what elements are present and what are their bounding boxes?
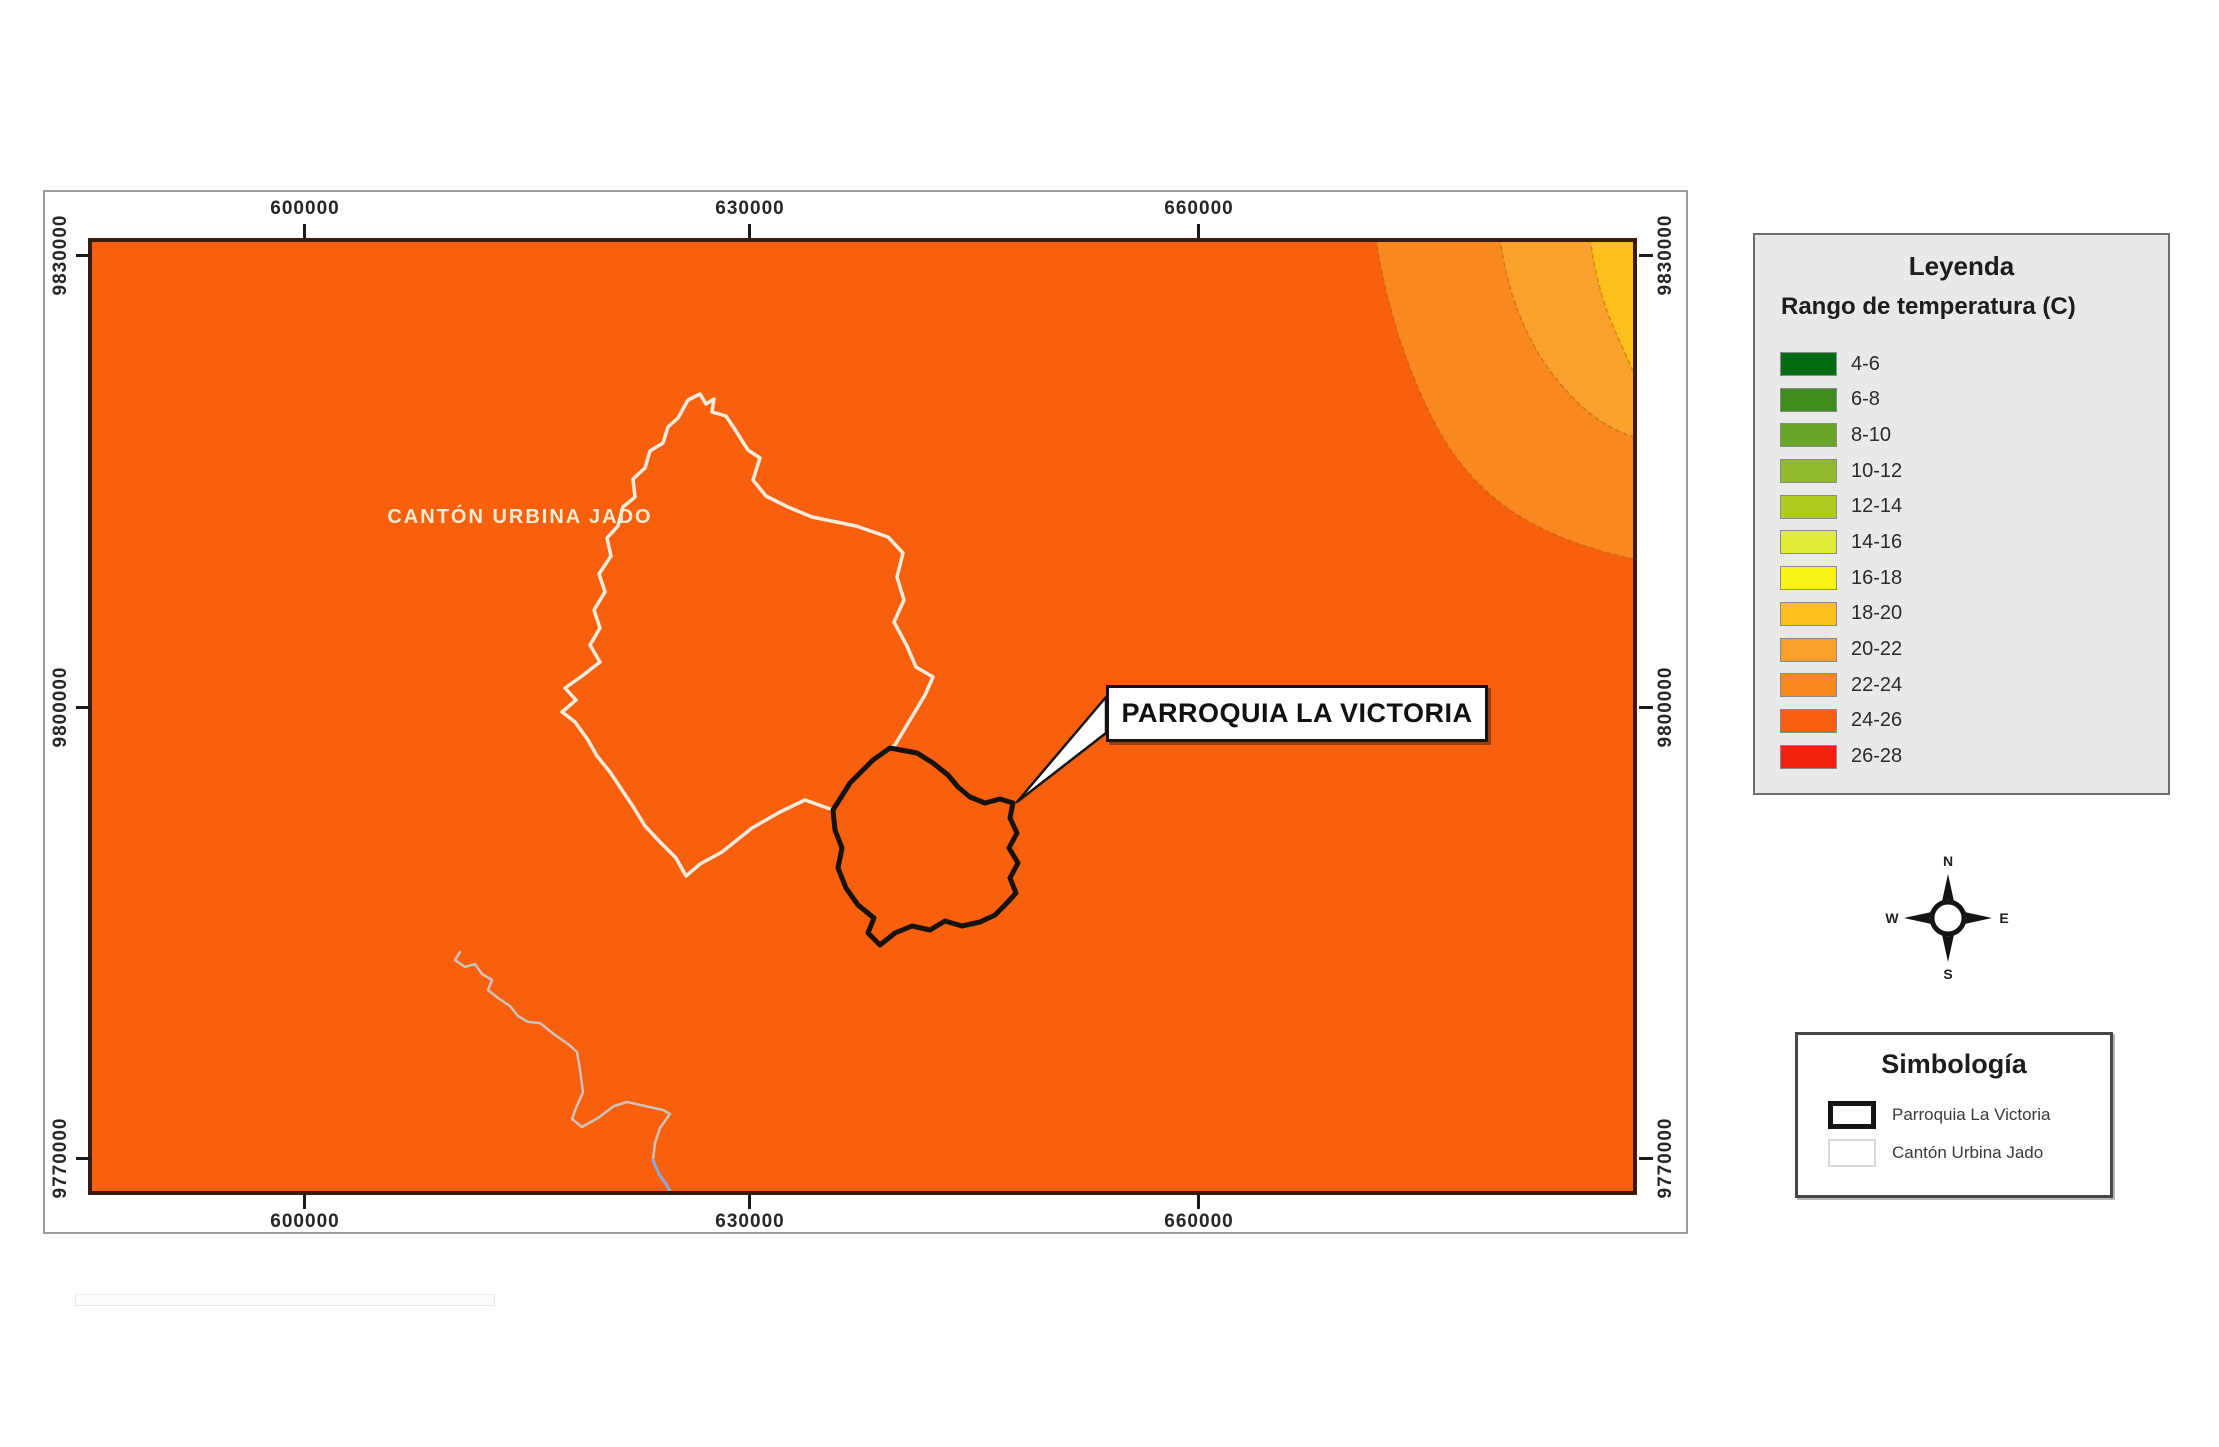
legend-item: 26-28 [1780,744,1903,769]
parroquia-outline-swatch [1828,1101,1876,1129]
compass-west-arm [1904,911,1936,925]
legend-item: 16-18 [1780,566,1903,591]
temperature-band-18-20 [1590,238,1637,380]
legend-swatch-6-8 [1780,387,1837,412]
legend-item: 8-10 [1780,423,1902,448]
y-tick-label-right-9800000: 9800000 [1655,666,1676,748]
river-mouth-line [651,1158,673,1195]
contour-line-20-22 [1499,238,1637,439]
y-tick-right-9770000 [1639,1157,1653,1160]
legend-item: 20-22 [1780,637,1903,662]
legend-range-label: 14-16 [1851,530,1903,553]
y-tick-left-9830000 [76,254,90,257]
x-tick-label-bottom-600000: 600000 [270,1211,340,1232]
symbology-item-parroquia: Parroquia La Victoria [1828,1101,2050,1129]
y-tick-label-left-9800000: 9800000 [50,666,71,748]
map-border [88,238,1637,1195]
symbology-item-label: Parroquia La Victoria [1892,1105,2051,1124]
compass-label-north: N [1943,853,1953,869]
symbology-item-canton: Cantón Urbina Jado [1828,1139,2043,1167]
x-tick-label-top-600000: 600000 [270,198,340,219]
canton-urbina-jado-boundary [560,392,935,878]
compass-south-arm [1941,930,1955,962]
contour-line-18-20 [1589,238,1637,381]
x-tick-top-660000 [1197,224,1200,238]
canton-region-label: CANTÓN URBINA JADO [387,506,653,528]
x-tick-label-bottom-660000: 660000 [1164,1211,1234,1232]
symbology-panel: Simbología Parroquia La Victoria Cantón … [1795,1032,2113,1198]
y-tick-label-right-9770000: 9770000 [1655,1117,1676,1199]
legend-swatch-20-22 [1780,637,1837,662]
legend-range-label: 6-8 [1851,388,1880,411]
y-tick-left-9800000 [76,706,90,709]
contour-line-22-24 [1375,238,1637,561]
legend-items: 4-6 6-8 8-10 10-12 12-14 14-16 16-18 18-… [1780,352,1902,769]
legend-swatch-16-18 [1780,566,1837,591]
x-tick-bottom-660000 [1197,1195,1200,1209]
legend-item: 14-16 [1780,530,1903,555]
legend-item: 24-26 [1780,708,1903,733]
y-tick-label-right-9830000: 9830000 [1655,214,1676,296]
legend-range-label: 12-14 [1851,495,1903,518]
scalebar-remnant [75,1294,495,1306]
legend-range-label: 22-24 [1851,673,1903,696]
compass-label-west: W [1885,910,1899,926]
y-tick-label-left-9770000: 9770000 [50,1117,71,1199]
legend-swatch-10-12 [1780,459,1837,484]
y-tick-label-left-9830000: 9830000 [50,214,71,296]
legend-range-label: 16-18 [1851,566,1903,589]
legend-range-label: 20-22 [1851,638,1903,660]
compass-ring [1929,899,1967,937]
parroquia-callout-label: PARROQUIA LA VICTORIA [1121,698,1473,728]
legend-item: 6-8 [1780,387,1902,412]
y-tick-right-9830000 [1639,254,1653,257]
river-line [453,950,672,1162]
symbology-item-label: Cantón Urbina Jado [1892,1143,2044,1162]
x-tick-top-630000 [748,224,751,238]
parroquia-la-victoria-boundary [830,745,1021,948]
legend-swatch-8-10 [1780,423,1837,448]
legend-range-label: 26-28 [1851,745,1903,768]
legend-panel: Leyenda Rango de temperatura (C) 4-6 6-8… [1753,233,2170,795]
legend-range-label: 10-12 [1851,459,1903,482]
legend-swatch-24-26 [1780,708,1837,733]
legend-item: 22-24 [1780,673,1903,698]
legend-title: Leyenda [1908,251,2015,281]
x-tick-bottom-600000 [303,1195,306,1209]
legend-swatch-4-6 [1780,352,1837,376]
parroquia-callout: PARROQUIA LA VICTORIA [1106,685,1488,742]
x-tick-bottom-630000 [748,1195,751,1209]
legend-item: 10-12 [1780,459,1903,484]
legend-item: 4-6 [1780,352,1902,376]
legend-item: 18-20 [1780,601,1903,626]
legend-swatch-14-16 [1780,530,1837,555]
x-tick-top-600000 [303,224,306,238]
compass-north-arm [1941,874,1955,906]
legend-swatch-12-14 [1780,494,1837,519]
legend-range-label: 4-6 [1851,352,1880,375]
legend-subtitle: Rango de temperatura (C) [1781,293,2076,320]
x-tick-label-top-660000: 660000 [1164,198,1234,219]
symbology-title: Simbología [1881,1049,2027,1079]
compass-label-east: E [1999,910,2008,926]
legend-range-label: 18-20 [1851,602,1903,625]
compass-rose: N S W E [1885,853,2008,982]
x-tick-label-bottom-630000: 630000 [715,1211,785,1232]
legend-swatch-22-24 [1780,673,1837,698]
legend-swatch-26-28 [1780,744,1837,769]
compass-east-arm [1960,911,1992,925]
compass-label-south: S [1943,966,1952,982]
legend-range-label: 8-10 [1851,423,1892,446]
legend-item: 12-14 [1780,494,1903,519]
canton-outline-swatch [1828,1139,1876,1167]
legend-range-label: 24-26 [1851,709,1903,732]
y-tick-left-9770000 [76,1157,90,1160]
x-tick-label-top-630000: 630000 [715,198,785,219]
legend-swatch-18-20 [1780,601,1837,626]
y-tick-right-9800000 [1639,706,1653,709]
